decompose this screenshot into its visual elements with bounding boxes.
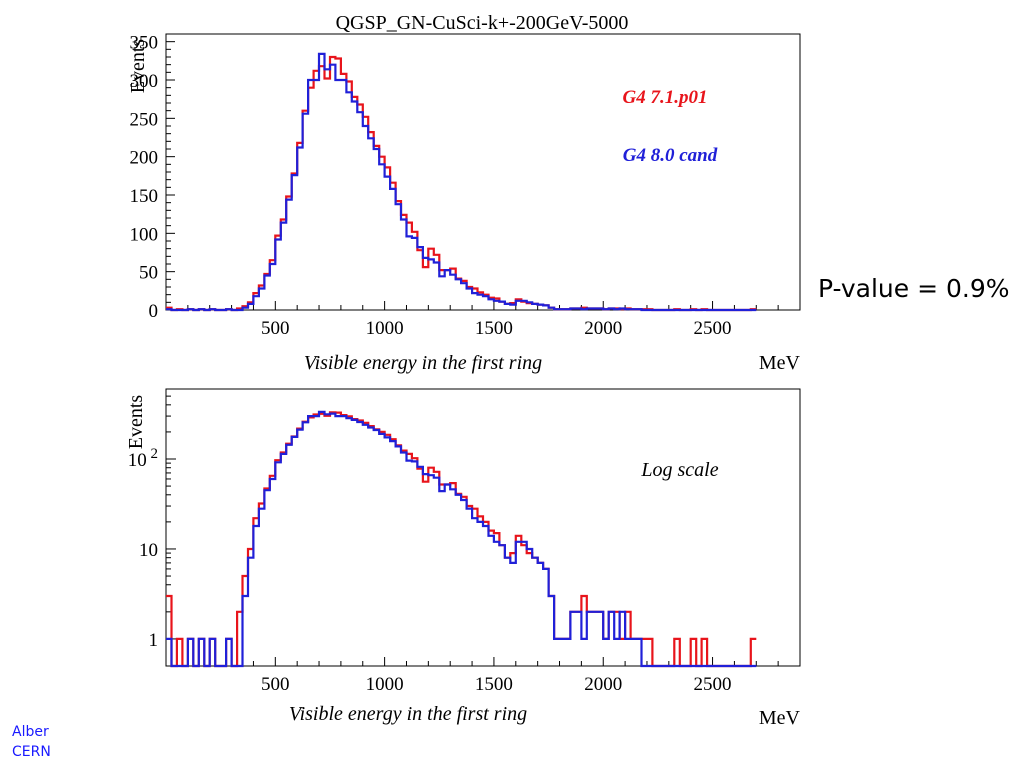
bottom-series-group [166, 410, 757, 668]
log-scale-annotation: Log scale [640, 459, 718, 481]
legend-series-a: G4 7.1.p01 [623, 87, 708, 108]
footer-author: Alber [12, 724, 49, 740]
top-y-axis: 0 50 100 150 200 250 300 350 [130, 33, 175, 322]
top-x-axis-unit: MeV [759, 352, 801, 374]
bottom-plot-frame [165, 388, 801, 667]
top-y-axis-label: Events [127, 39, 149, 94]
bottom-x-tick-label: 2000 [584, 674, 622, 695]
top-y-tick-label: 150 [130, 186, 159, 207]
bottom-x-axis-unit: MeV [759, 707, 801, 729]
bottom-y-tick-label: 10 [139, 540, 158, 561]
top-y-tick-label: 300 [130, 71, 159, 92]
bottom-y-tick-label: 10 2 [128, 446, 158, 471]
bottom-y-tick-label: 1 [149, 630, 159, 651]
top-x-tick-label: 2000 [584, 318, 622, 339]
legend-series-b: G4 8.0 cand [623, 145, 718, 166]
bottom-x-axis-label: Visible energy in the first ring [289, 703, 527, 725]
top-x-tick-label: 500 [261, 318, 290, 339]
top-y-tick-label: 350 [130, 33, 159, 54]
top-y-tick-label: 50 [139, 263, 158, 284]
bottom-x-tick-label: 2500 [694, 674, 732, 695]
top-plot-frame [165, 33, 801, 311]
bottom-y-axis-label: Events [125, 395, 147, 450]
bottom-series-g4-8-0-line [166, 410, 757, 668]
top-y-tick-label: 100 [130, 224, 159, 245]
top-x-tick-label: 1500 [475, 318, 513, 339]
top-y-tick-label: 200 [130, 148, 159, 169]
top-x-tick-label: 2500 [694, 318, 732, 339]
top-x-tick-label: 1000 [366, 318, 404, 339]
top-x-axis-label: Visible energy in the first ring [304, 352, 542, 374]
bottom-x-axis: 500 1000 1500 2000 2500 [187, 657, 779, 695]
bottom-x-tick-label: 1000 [366, 674, 404, 695]
pvalue-text: P-value = 0.9% [818, 274, 1010, 303]
top-y-tick-label: 0 [149, 301, 159, 322]
top-series-group [166, 52, 757, 312]
top-x-axis: 500 1000 1500 2000 2500 [187, 301, 779, 339]
bottom-x-tick-label: 500 [261, 674, 290, 695]
top-chart: QGSP_GN-CuSci-k+-200GeV-5000 0 50 100 150 20… [127, 12, 801, 374]
bottom-x-tick-label: 1500 [475, 674, 513, 695]
footer-affiliation: CERN [12, 744, 51, 760]
bottom-chart: 1 10 10 2 500 1000 1500 2000 2500 Events Visib… [125, 388, 801, 729]
chart-title: QGSP_GN-CuSci-k+-200GeV-5000 [336, 12, 629, 34]
top-series-g4-8-0-line [166, 52, 757, 312]
top-y-tick-label: 250 [130, 109, 159, 130]
